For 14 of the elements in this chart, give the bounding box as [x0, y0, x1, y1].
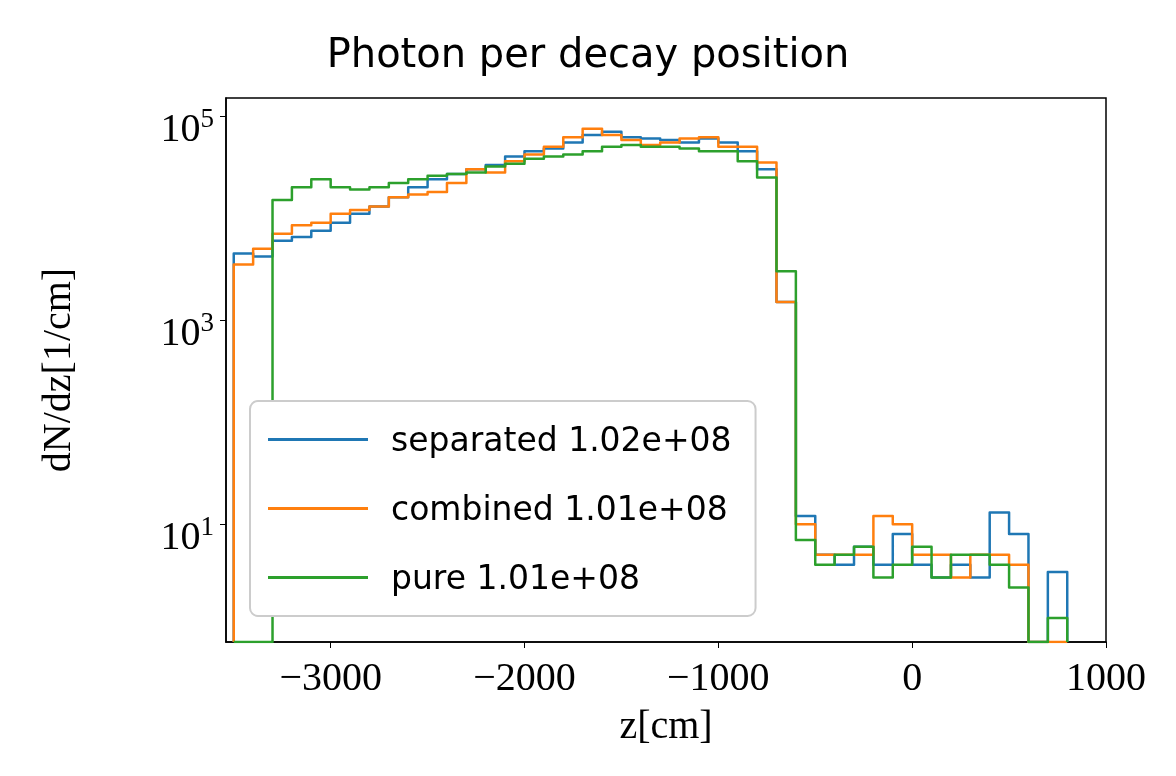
x-tick-label: 1000 — [1066, 653, 1146, 699]
legend-label: pure 1.01e+08 — [391, 558, 640, 597]
x-tick-label: 0 — [902, 653, 923, 699]
y-tick-label: 10$^{1}$ — [160, 510, 214, 559]
y-tick-label: 10$^{3}$ — [160, 306, 214, 355]
legend-label: combined 1.01e+08 — [391, 489, 728, 528]
y-axis-title: dN/dz[1/cm] — [33, 267, 79, 473]
x-axis-title: z[cm] — [619, 701, 713, 747]
x-tick-label: −2000 — [473, 653, 576, 699]
y-tick-label: 10$^{5}$ — [160, 101, 214, 151]
legend-label: separated 1.02e+08 — [391, 420, 732, 459]
x-tick-label: −3000 — [279, 653, 382, 699]
chart-title: Photon per decay position — [326, 30, 850, 76]
x-tick-label: −1000 — [667, 653, 770, 699]
